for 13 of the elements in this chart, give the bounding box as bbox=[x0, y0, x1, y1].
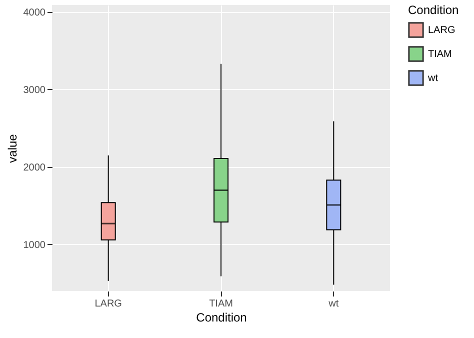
legend-label: LARG bbox=[428, 25, 456, 36]
x-axis-title: Condition bbox=[196, 310, 247, 324]
y-axis-title: value bbox=[5, 134, 20, 163]
x-tick-label: LARG bbox=[94, 298, 122, 310]
y-tick-label: 4000 bbox=[23, 7, 46, 18]
x-tick-label: wt bbox=[328, 298, 339, 310]
y-tick-label: 1000 bbox=[23, 240, 46, 251]
y-tick-label: 3000 bbox=[23, 84, 46, 96]
legend-label: TIAM bbox=[428, 49, 452, 60]
legend-label: wt bbox=[427, 73, 438, 84]
legend-title: Condition bbox=[408, 3, 459, 17]
y-tick-label: 2000 bbox=[23, 162, 46, 174]
x-tick-label: TIAM bbox=[209, 298, 233, 310]
